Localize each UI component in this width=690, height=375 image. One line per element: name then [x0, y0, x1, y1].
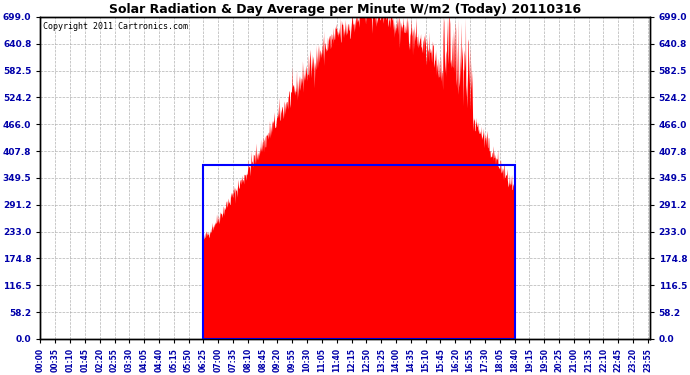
Text: Copyright 2011 Cartronics.com: Copyright 2011 Cartronics.com — [43, 22, 188, 31]
Title: Solar Radiation & Day Average per Minute W/m2 (Today) 20110316: Solar Radiation & Day Average per Minute… — [109, 3, 581, 16]
Bar — [204, 165, 515, 339]
